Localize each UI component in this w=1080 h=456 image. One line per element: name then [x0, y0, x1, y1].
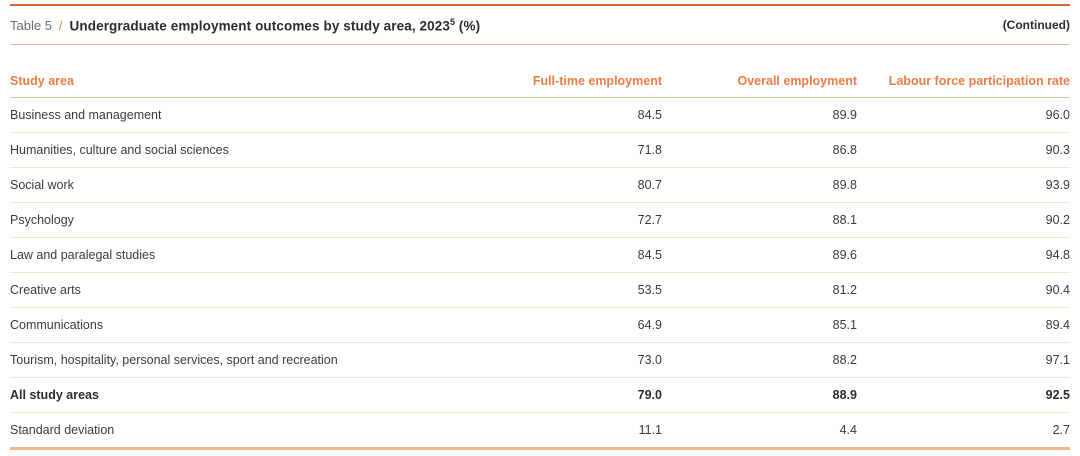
row-value: 89.4 [857, 307, 1070, 343]
row-value: 94.8 [857, 237, 1070, 273]
row-value: 97.1 [857, 342, 1070, 378]
title-underline [10, 44, 1070, 45]
row-value: 90.4 [857, 272, 1070, 308]
table-row: Tourism, hospitality, personal services,… [10, 342, 1070, 378]
row-value: 89.9 [662, 97, 857, 133]
table-title: Table 5 / Undergraduate employment outco… [10, 17, 480, 34]
page-title-text: Undergraduate employment outcomes by stu… [69, 18, 450, 34]
row-value: 73.0 [502, 342, 662, 378]
row-value: 2.7 [1052, 422, 1070, 437]
table-row: Humanities, culture and social sciences 7… [10, 132, 1070, 168]
continued-label: (Continued) [1002, 18, 1070, 32]
document-page: Table 5 / Undergraduate employment outco… [0, 4, 1080, 450]
row-label: Law and paralegal studies [10, 237, 502, 273]
row-label: Creative arts [10, 272, 502, 308]
table-row: Standard deviation 11.1 4.4 2.7 [10, 412, 1070, 447]
column-header: Overall employment [662, 45, 857, 98]
column-header: Full-time employment [502, 45, 662, 98]
row-label: Psychology [10, 202, 502, 238]
footnote-marker: 5 [449, 16, 456, 27]
row-value: 88.9 [662, 377, 857, 413]
row-label: Humanities, culture and social sciences [10, 132, 502, 168]
row-label: Standard deviation [10, 422, 115, 437]
table-header: Study area Full-time employment Overall em… [10, 45, 1070, 98]
row-value: 53.5 [502, 272, 662, 308]
row-value: 81.2 [662, 272, 857, 308]
table-row: Law and paralegal studies 84.5 89.6 94.8 [10, 237, 1070, 273]
row-value: 89.8 [662, 167, 857, 203]
table-row: Communications 64.9 85.1 89.4 [10, 307, 1070, 343]
table-row: All study areas 79.0 88.9 92.5 [10, 377, 1070, 413]
row-value: 11.1 [638, 422, 662, 437]
page-title-suffix: (%) [455, 18, 481, 34]
title-separator: / [58, 18, 63, 34]
row-value: 80.7 [502, 167, 662, 203]
table-row: Business and management 84.5 89.9 96.0 [10, 97, 1070, 133]
table-header-row: Study area Full-time employment Overall em… [10, 45, 1070, 98]
row-value: 84.5 [502, 237, 662, 273]
row-value: 92.5 [857, 377, 1070, 413]
row-label: Tourism, hospitality, personal services,… [10, 342, 502, 378]
column-header: Study area [10, 45, 502, 98]
row-value: 84.5 [502, 97, 662, 133]
data-table: Study area Full-time employment Overall em… [10, 45, 1070, 447]
row-value: 88.1 [662, 202, 857, 238]
bottom-rule [10, 447, 1070, 450]
row-value: 64.9 [502, 307, 662, 343]
column-header: Labour force participation rate [857, 45, 1070, 98]
row-value: 79.0 [502, 377, 662, 413]
table-title-row: Table 5 / Undergraduate employment outco… [10, 6, 1070, 44]
table-number-label: Table 5 [10, 18, 52, 34]
row-value: 85.1 [662, 307, 857, 343]
row-value: 90.2 [857, 202, 1070, 238]
table-row: Creative arts 53.5 81.2 90.4 [10, 272, 1070, 308]
row-value: 89.6 [662, 237, 857, 273]
row-value: 4.4 [839, 422, 857, 437]
table-body: Business and management 84.5 89.9 96.0 Human… [10, 97, 1070, 447]
row-label: Business and management [10, 97, 502, 133]
row-value: 93.9 [857, 167, 1070, 203]
row-value: 90.3 [857, 132, 1070, 168]
row-value: 96.0 [857, 97, 1070, 133]
row-value: 71.8 [502, 132, 662, 168]
row-label: Social work [10, 167, 502, 203]
row-label: Communications [10, 307, 502, 343]
row-value: 72.7 [502, 202, 662, 238]
table-row: Psychology 72.7 88.1 90.2 [10, 202, 1070, 238]
table-row: Social work 80.7 89.8 93.9 [10, 167, 1070, 203]
top-rule [10, 4, 1070, 6]
row-value: 88.2 [662, 342, 857, 378]
page-title: Undergraduate employment outcomes by stu… [70, 17, 481, 34]
row-value: 86.8 [662, 132, 857, 168]
row-label: All study areas [10, 377, 502, 413]
